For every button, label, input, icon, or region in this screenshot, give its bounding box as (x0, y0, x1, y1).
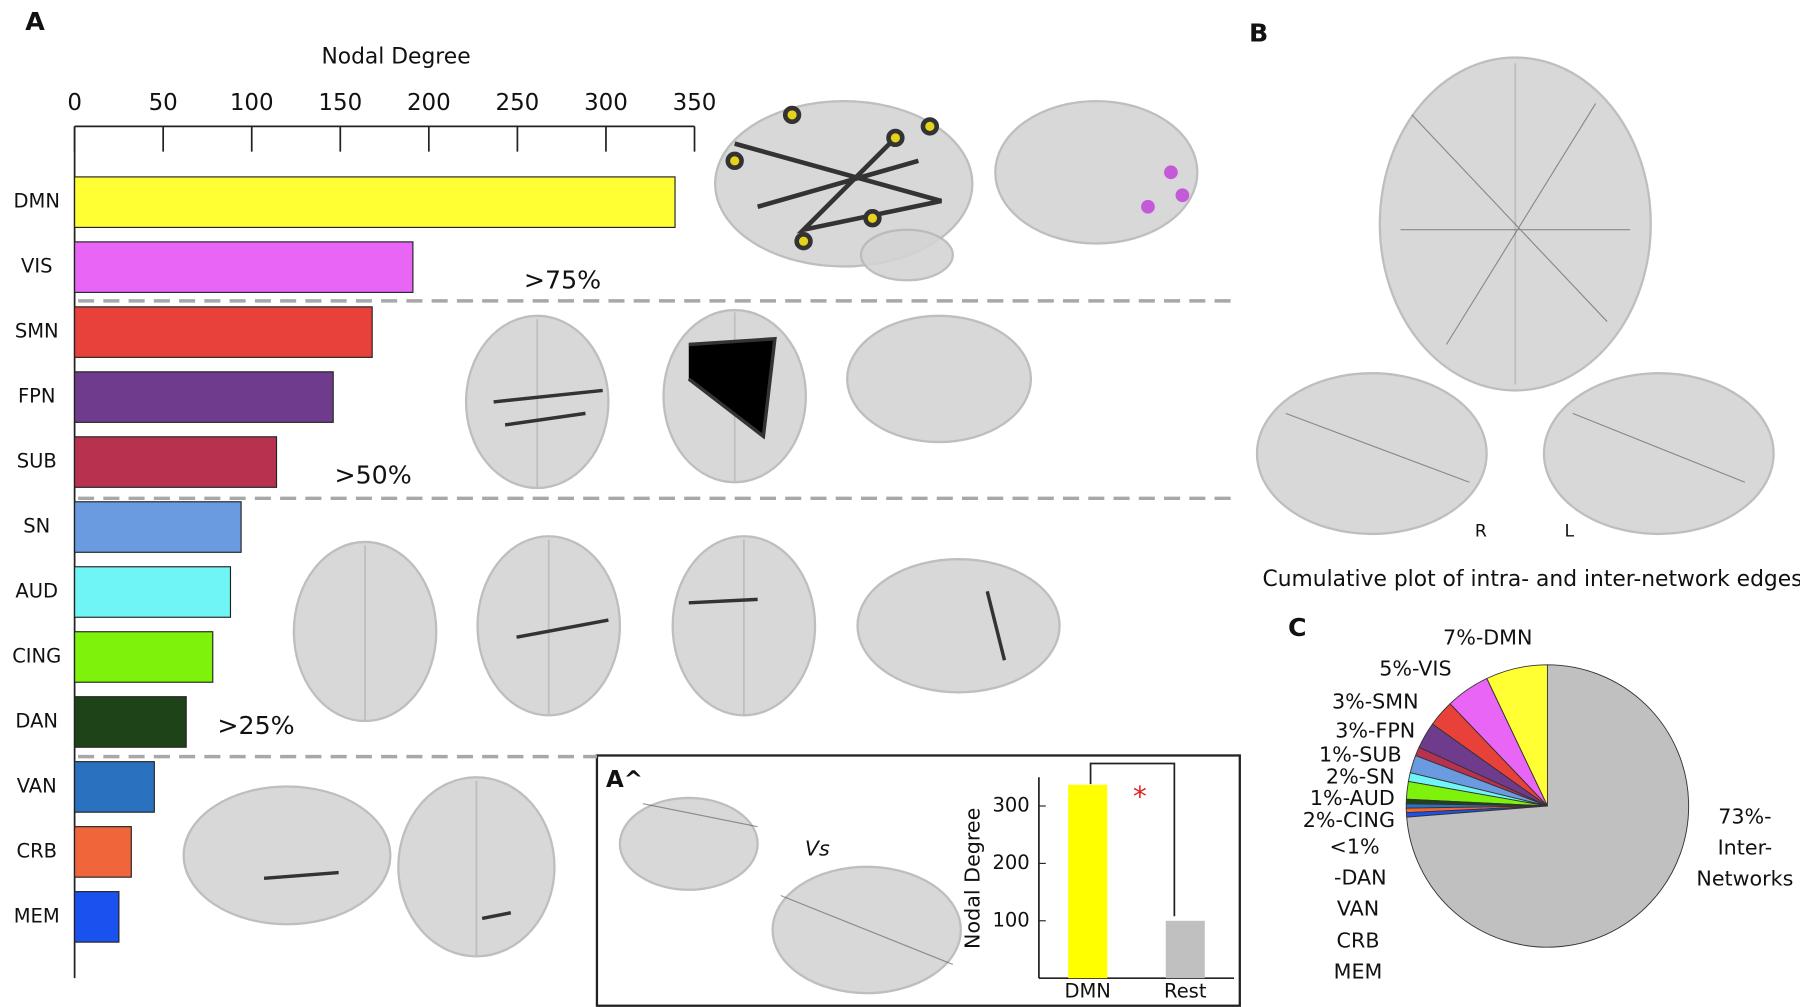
slice-label: -DAN (1334, 865, 1387, 889)
slice-label: 7%-DMN (1443, 625, 1532, 649)
category-label: SMN (15, 320, 59, 343)
brain-renderings (182, 56, 1775, 995)
pie-slice (1406, 664, 1690, 948)
axis-title: Nodal Degree (321, 45, 470, 70)
y-tick-label: 100 (992, 908, 1029, 931)
category-label: SUB (17, 450, 57, 473)
category-label: SN (23, 515, 50, 538)
x-tick-label: 50 (149, 90, 178, 116)
bar (74, 891, 120, 943)
category-label: DAN (15, 709, 58, 732)
bar (1068, 784, 1108, 979)
hemisphere-label: L (1564, 522, 1574, 542)
y-tick-label: 200 (992, 851, 1029, 874)
bar (74, 176, 676, 228)
bar (74, 826, 132, 878)
bar (74, 631, 214, 683)
slice-label: CRB (1337, 928, 1380, 952)
slice-label: 5%-VIS (1379, 656, 1451, 680)
panel-label: A (25, 7, 45, 36)
slice-label: 3%-SMN (1332, 690, 1419, 714)
category-label: VAN (17, 774, 57, 797)
y-axis-title: Nodal Degree (960, 808, 984, 949)
slice-label: <1% (1330, 834, 1380, 858)
slice-label: Inter- (1718, 835, 1773, 859)
x-tick-label: 0 (67, 90, 82, 116)
bar (1165, 920, 1205, 979)
annotation: >50% (334, 461, 411, 490)
hemisphere-label: R (1475, 522, 1487, 542)
slice-label: 2%-CING (1303, 808, 1395, 832)
slice-label: 2%-SN (1326, 764, 1395, 788)
panel-label: B (1249, 19, 1268, 48)
annotation: >25% (217, 711, 294, 740)
bar (74, 566, 232, 618)
caption: Cumulative plot of intra- and inter-netw… (1263, 567, 1800, 592)
category-label: CRB (16, 839, 57, 862)
slice-label: 1%-SUB (1319, 742, 1402, 766)
x-tick-label: 300 (584, 90, 628, 116)
significance-star: * (1133, 781, 1147, 813)
bar (74, 306, 373, 358)
x-tick-label: 200 (407, 90, 451, 116)
bar (74, 436, 278, 488)
slice-label: 1%-AUD (1310, 786, 1395, 810)
x-tick-label: DMN (1064, 979, 1110, 1002)
slice-label: Networks (1696, 866, 1793, 890)
bar (74, 761, 155, 813)
bar (74, 371, 334, 423)
panel-label: C (1288, 613, 1307, 642)
slice-label: VAN (1337, 896, 1379, 920)
annotation: >75% (524, 265, 601, 294)
x-tick-label: 350 (673, 90, 717, 116)
category-label: AUD (15, 580, 58, 603)
y-tick-label: 300 (992, 793, 1029, 816)
category-label: CING (12, 644, 61, 667)
x-tick-label: 150 (318, 90, 362, 116)
bar (74, 241, 414, 293)
slice-label: MEM (1334, 959, 1383, 983)
category-label: VIS (21, 255, 52, 278)
x-tick-label: Rest (1164, 979, 1207, 1002)
bar (74, 501, 242, 553)
x-tick-label: 250 (496, 90, 540, 116)
bar (74, 696, 187, 748)
inset-title: A^ (606, 767, 643, 793)
inset-frame (595, 754, 1241, 1007)
category-label: DMN (14, 190, 60, 213)
annotation: Vs (805, 837, 830, 861)
category-label: FPN (18, 385, 56, 408)
significance-bracket (1089, 762, 1176, 917)
x-tick-label: 100 (230, 90, 274, 116)
slice-label: 73%- (1718, 804, 1771, 828)
category-label: MEM (14, 904, 60, 927)
slice-label: 3%-FPN (1335, 718, 1415, 742)
